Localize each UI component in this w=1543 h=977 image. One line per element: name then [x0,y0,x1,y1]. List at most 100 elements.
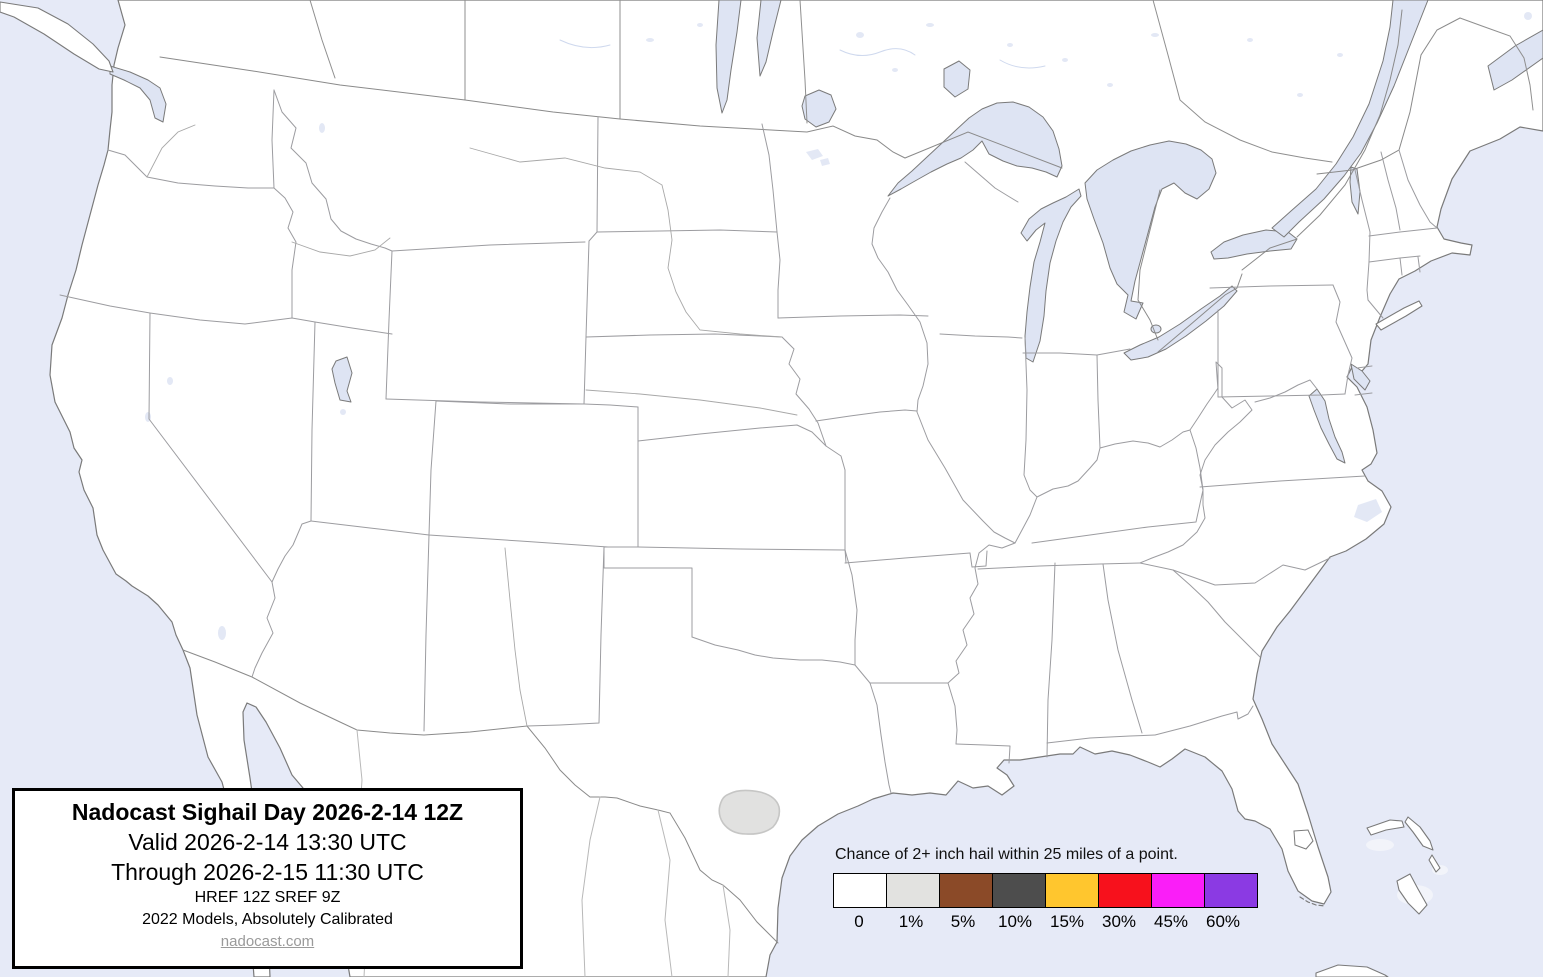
forecast-title: Nadocast Sighail Day 2026-2-14 12Z [71,799,464,825]
ky-wv-border [1189,429,1204,491]
nc-sc-border [1172,557,1331,586]
legend-swatch-15pct [1045,873,1099,908]
us-canada-border-east [1316,17,1461,175]
small-lakes-decor [559,23,1343,97]
legend-swatch-1pct [886,873,940,908]
lower-mississippi-river [947,542,1016,745]
missouri-river-upper [469,147,783,338]
ga-sc-border [1172,569,1261,658]
florida-keys [1299,896,1326,907]
nv-az-border [271,520,312,583]
puget-sound [109,65,167,123]
legend-labels: 0 1% 5% 10% 15% 30% 45% 60% [833,912,1263,932]
platte-river [585,389,798,416]
legend-label: 45% [1153,912,1189,931]
nadocast-link[interactable]: nadocast.com [220,933,315,950]
wv-panhandle [1215,361,1223,398]
chesapeake-bay [1308,388,1346,464]
missouri-river-ne [781,336,846,471]
ma-north-border [1368,227,1438,237]
legend-caption: Chance of 2+ inch hail within 25 miles o… [835,846,1178,863]
forecast-calibration: 2022 Models, Absolutely Calibrated [142,911,393,928]
forecast-valid-time: Valid 2026-2-14 13:30 UTC [128,829,407,855]
hail-probability-legend: Chance of 2+ inch hail within 25 miles o… [833,846,1263,932]
lake-nipigon [943,60,971,98]
mn-ia-border [777,314,929,319]
long-island [1375,300,1423,331]
nh-me-border [1398,149,1438,229]
nd-sd-border [596,229,778,233]
ga-fl-border [1154,705,1254,736]
il-in-border [1023,337,1038,498]
ok-ar-border [844,549,871,684]
ma-ct-ri-borders [1368,255,1421,276]
tn-south-35n [977,562,1141,570]
ga-nc-border [1139,562,1174,571]
wa-or-border [107,149,275,189]
canada-borders [309,0,1534,163]
legend-swatch-45pct [1151,873,1205,908]
grand-bahama [1366,819,1405,836]
rio-grande-upper [504,547,528,727]
ohio-river-west [1014,496,1038,544]
andros-island [1396,873,1428,915]
red-lakes [806,149,830,166]
ky-tn-border [1031,489,1204,544]
nd-mn-border [761,123,778,233]
ia-mo-border [815,409,918,422]
us-canada-border-west [159,56,906,159]
wv-va-border [1199,396,1253,491]
lake-winnipeg [715,0,742,114]
la-ms-31n [955,743,1011,764]
rivers [146,124,798,727]
wi-mi-border [964,161,1019,203]
bc-alberta-border [309,0,336,79]
delaware-river-border [1332,284,1353,395]
wy-west-border [385,250,393,400]
wa-id-border [271,89,275,189]
quebec-newbrunswick-border [1459,17,1534,111]
legend-swatches [833,873,1263,908]
ks-ok-37n [603,546,846,551]
legend-label: 5% [950,912,976,931]
red-river-ok-tx [691,636,856,666]
manitoba-ontario-border [799,0,808,124]
or-id-border [273,187,297,319]
lake-st-clair [1150,324,1162,334]
abaco-island [1404,816,1434,851]
international-borders [159,9,1461,944]
flathead-lake [319,123,325,133]
upper-mississippi-river [871,197,1016,544]
islands [0,1,1448,977]
utah-lake [340,409,346,415]
legend-swatch-10pct [992,873,1046,908]
ohio-river-ky-oh-wv [1099,387,1219,449]
nm-tx-border [526,546,605,727]
mi-south-border [1022,348,1131,356]
wi-il-border [939,333,1023,339]
legend-label: 15% [1049,912,1085,931]
great-salt-lake [331,356,353,403]
delaware-bay [1350,363,1371,391]
hail-probability-area-1pct [718,789,781,835]
ca-nv-border [148,312,276,678]
ms-al-border [1046,562,1056,758]
mason-dixon-line [1217,393,1346,398]
forecast-models: HREF 12Z SREF 9Z [194,889,341,906]
al-fl-border [1046,734,1156,744]
va-nc-border [1199,475,1366,488]
ks-mo-border [844,469,847,564]
lakes-and-bays [109,0,1543,850]
ontario-quebec-border [1152,0,1333,163]
legend-swatch-30pct [1098,873,1152,908]
parallel-42n [59,294,393,335]
md-de-border [1354,365,1373,396]
id-mt-border [273,89,393,252]
in-oh-border [1096,354,1101,449]
lake-ontario [1210,229,1298,260]
mn-west-border [776,231,781,319]
ut-co-border [428,400,437,536]
pa-ny-border [1209,284,1334,289]
eleuthera-island [1428,854,1441,873]
